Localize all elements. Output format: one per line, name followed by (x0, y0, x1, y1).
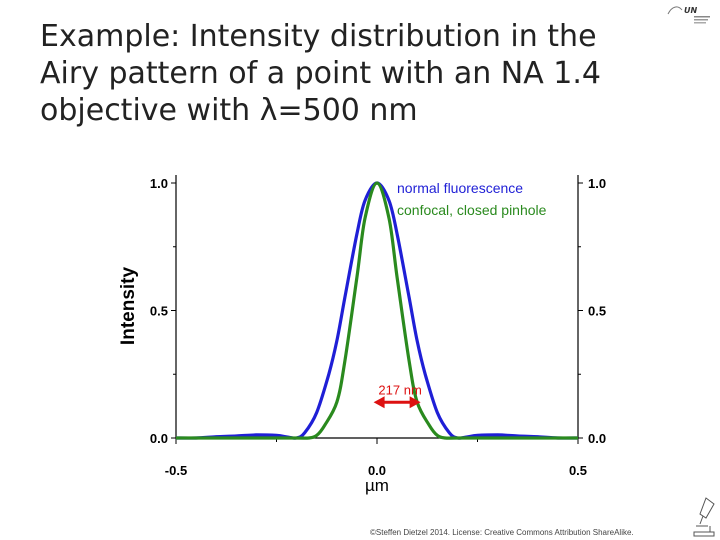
fwhm-arrow-head-left (373, 396, 385, 409)
slide-title: Example: Intensity distribution in the A… (40, 18, 660, 129)
x-tick-label: 0.0 (368, 463, 386, 478)
y-tick-label: 0.0 (150, 431, 168, 446)
copyright-footer: ©Steffen Dietzel 2014. License: Creative… (370, 528, 634, 537)
svg-text:UN: UN (684, 6, 697, 15)
y-tick-label: 1.0 (150, 176, 168, 191)
y2-tick-label: 1.0 (588, 176, 606, 191)
series-line-1 (175, 181, 579, 440)
y2-tick-label: 0.5 (588, 304, 606, 319)
legend-entry-1: normal fluorescence (397, 180, 523, 196)
title-line-1: Example: Intensity distribution in the (40, 19, 597, 54)
legend-entry-2: confocal, closed pinhole (397, 202, 547, 218)
institution-logo-icon: UN (667, 6, 710, 24)
y2-tick-label: 0.0 (588, 431, 606, 446)
microscope-icon (693, 497, 715, 537)
title-line-2: Airy pattern of a point with an NA 1.4 (40, 56, 601, 91)
fwhm-arrow-head-right (409, 396, 421, 409)
x-tick-label: -0.5 (165, 463, 187, 478)
fwhm-label: 217 nm (378, 382, 421, 397)
title-line-3: objective with λ=500 nm (40, 93, 418, 128)
x-tick-label: 0.5 (569, 463, 587, 478)
x-axis-label: µm (365, 476, 389, 495)
y-tick-label: 0.5 (150, 304, 168, 319)
y-axis-label: Intensity (118, 267, 139, 346)
series-line-2 (175, 181, 578, 440)
